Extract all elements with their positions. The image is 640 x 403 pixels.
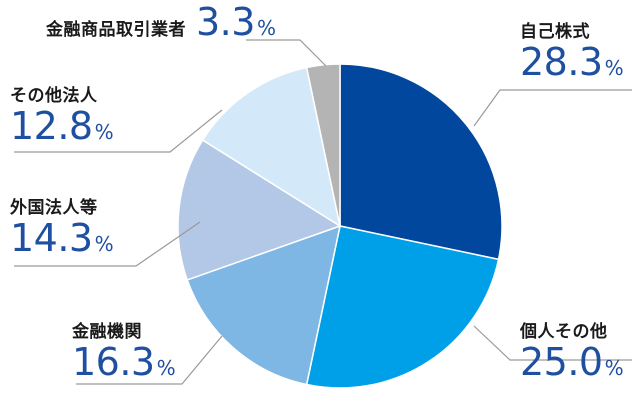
label-kojin-sonota: 個人その他 25.0% [520,322,624,390]
slice-kojin-sonota [305,225,500,389]
leader-kojin-sonota [473,325,632,361]
slice-label-value: 25.0% [520,340,624,384]
slice-label-value: 14.3% [10,216,114,260]
leader-kinyu-shohin-torihiki [246,39,327,67]
slice-label-name: 金融機関 [72,322,142,342]
slice-label-value: 12.8% [10,104,114,148]
leader-kinyu-kikan [76,335,223,385]
slice-kinyu-shohin-torihiki [305,63,341,227]
slice-label-name: 外国法人等 [10,198,98,218]
slice-label-name: 金融商品取引業者 [46,20,186,40]
pie-slices [177,63,503,389]
label-sonota-hojin: その他法人 12.8% [10,86,114,154]
leader-sonota-hojin [14,109,223,153]
leader-gaikoku-hojin [14,221,201,267]
slice-label-value: 28.3% [520,40,624,84]
slice-label-name: その他法人 [10,86,98,106]
label-kinyu-kikan: 金融機関 16.3% [72,322,176,390]
slice-kinyu-kikan [186,224,342,386]
leader-lines [14,39,632,385]
slice-label-value: 3.3% [196,0,276,44]
slice-jiko-kabushiki [339,63,503,261]
slice-label-value: 16.3% [72,340,176,384]
label-jiko-kabushiki: 自己株式 28.3% [520,22,624,90]
slice-gaikoku-hojin [177,139,342,281]
slice-sonota-hojin [201,66,342,228]
leader-jiko-kabushiki [473,89,632,127]
slice-label-name: 個人その他 [520,322,608,342]
slice-label-name: 自己株式 [520,22,590,42]
label-kinyu-shohin-torihiki: 金融商品取引業者 3.3% [46,2,276,50]
label-gaikoku-hojin: 外国法人等 14.3% [10,198,114,266]
